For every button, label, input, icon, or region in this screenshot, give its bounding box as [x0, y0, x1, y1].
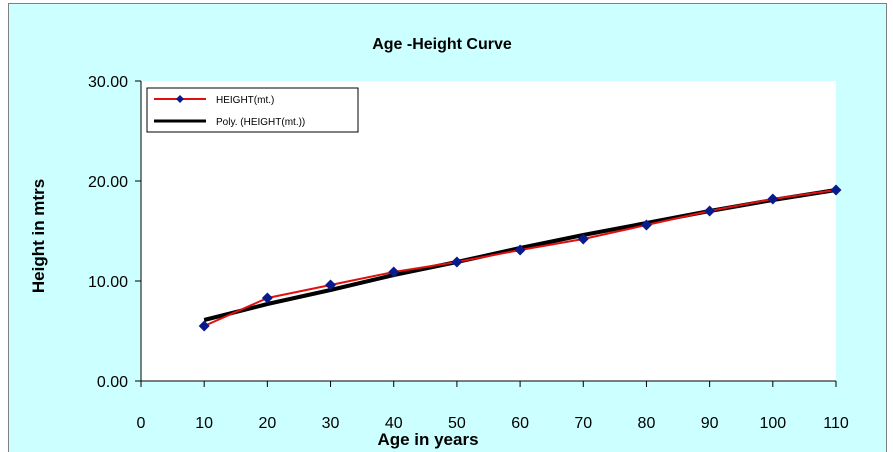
series-layer	[198, 184, 842, 332]
data-point-marker	[767, 193, 779, 205]
x-axis: 0 10 20 30 40 50 60 70 80 90 100 110	[137, 380, 849, 432]
data-point-marker	[704, 205, 716, 217]
y-axis: 0.00 10.00 20.00 30.00	[88, 74, 142, 391]
x-tick-label: 40	[385, 415, 403, 432]
data-point-marker	[451, 256, 463, 268]
data-point-marker	[640, 219, 652, 231]
data-point-marker	[198, 320, 210, 332]
x-tick-label: 60	[511, 415, 529, 432]
data-point-marker	[388, 266, 400, 278]
chart-title: Age -Height Curve	[372, 36, 512, 53]
legend-label-poly: Poly. (HEIGHT(mt.))	[216, 117, 305, 128]
data-point-marker	[261, 292, 273, 304]
x-tick-label: 20	[258, 415, 276, 432]
data-point-marker	[830, 184, 842, 196]
y-tick-label: 30.00	[88, 74, 128, 91]
y-tick-label: 10.00	[88, 274, 128, 291]
data-point-marker	[325, 279, 337, 291]
legend: HEIGHT(mt.) Poly. (HEIGHT(mt.))	[146, 87, 359, 133]
y-axis-label: Height in mtrs	[29, 179, 48, 293]
x-tick-label: 80	[638, 415, 656, 432]
x-tick-label: 0	[137, 415, 146, 432]
x-tick-label: 30	[322, 415, 340, 432]
x-tick-label: 110	[823, 415, 849, 432]
y-tick-label: 20.00	[88, 174, 128, 191]
data-point-marker	[514, 244, 526, 256]
legend-marker-height	[176, 95, 184, 103]
x-tick-label: 50	[448, 415, 466, 432]
x-tick-label: 10	[195, 415, 213, 432]
y-tick-label: 0.00	[97, 374, 128, 391]
legend-box	[146, 87, 359, 133]
x-axis-label: Age in years	[377, 430, 478, 449]
x-tick-label: 70	[574, 415, 592, 432]
x-tick-label: 100	[759, 415, 786, 432]
legend-label-height: HEIGHT(mt.)	[216, 95, 274, 106]
data-point-marker	[577, 233, 589, 245]
x-tick-label: 90	[701, 415, 719, 432]
